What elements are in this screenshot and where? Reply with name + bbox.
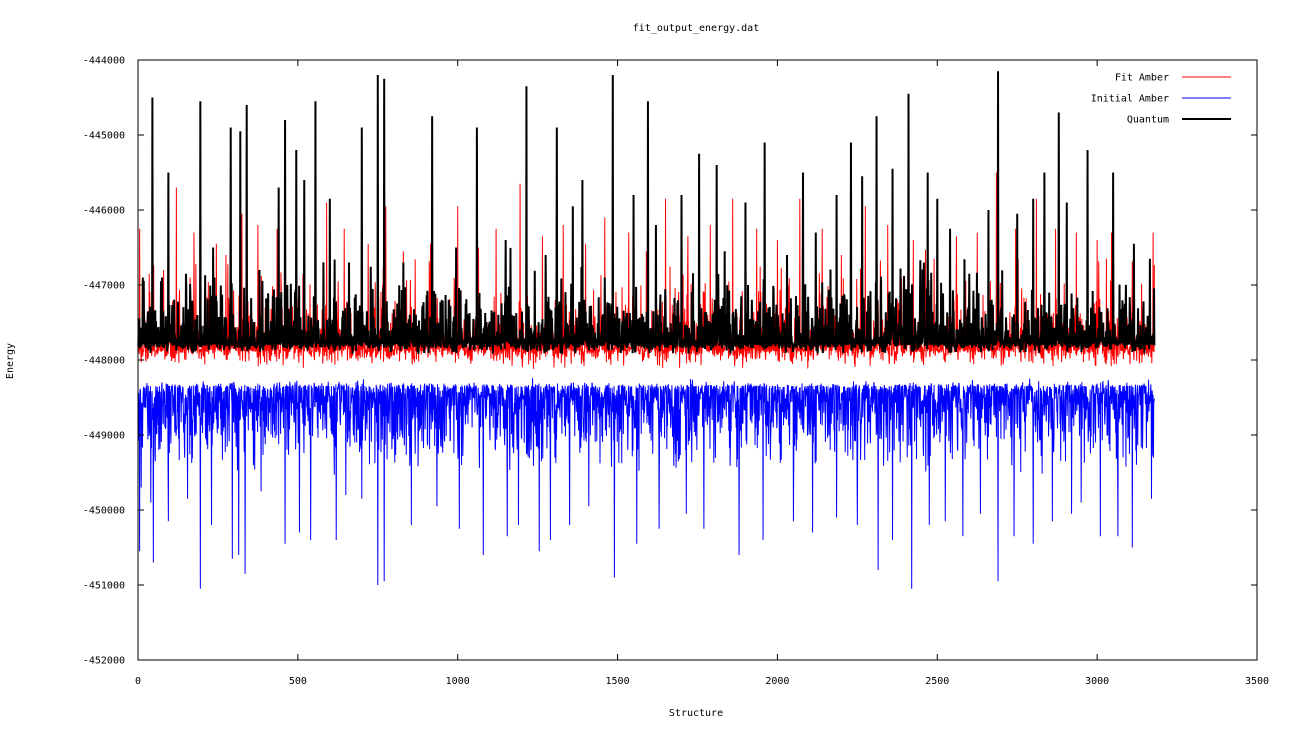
legend: Fit Amber Initial Amber Quantum [1091,73,1231,126]
y-tick-label: -448000 [83,356,125,367]
axis-ticks: 0 500 1000 1500 2000 2500 3000 3500 -444000 -4450… [83,56,1269,688]
plot-series [137,71,1156,589]
y-tick-label: -444000 [83,56,125,67]
x-tick-label: 1000 [446,676,470,687]
x-tick-label: 500 [289,676,307,687]
legend-label: Quantum [1127,115,1169,126]
legend-label: Fit Amber [1115,73,1169,84]
x-tick-label: 2000 [765,676,789,687]
y-tick-label: -452000 [83,656,125,667]
x-tick-label: 3000 [1085,676,1109,687]
y-tick-label: -447000 [83,281,125,292]
series-line-initial-amber [137,378,1155,589]
series-line-quantum [137,71,1156,355]
x-tick-label: 1500 [606,676,630,687]
x-tick-label: 2500 [925,676,949,687]
y-tick-label: -445000 [83,131,125,142]
y-axis-label: Energy [5,343,16,379]
chart-title: fit_output_energy.dat [633,23,759,34]
plot-frame [137,59,1258,661]
y-tick-label: -446000 [83,206,125,217]
x-axis-label: Structure [669,708,723,719]
y-tick-label: -450000 [83,506,125,517]
x-tick-label: 0 [135,676,141,687]
x-tick-label: 3500 [1245,676,1269,687]
y-tick-label: -449000 [83,431,125,442]
y-tick-label: -451000 [83,581,125,592]
legend-label: Initial Amber [1091,94,1169,105]
